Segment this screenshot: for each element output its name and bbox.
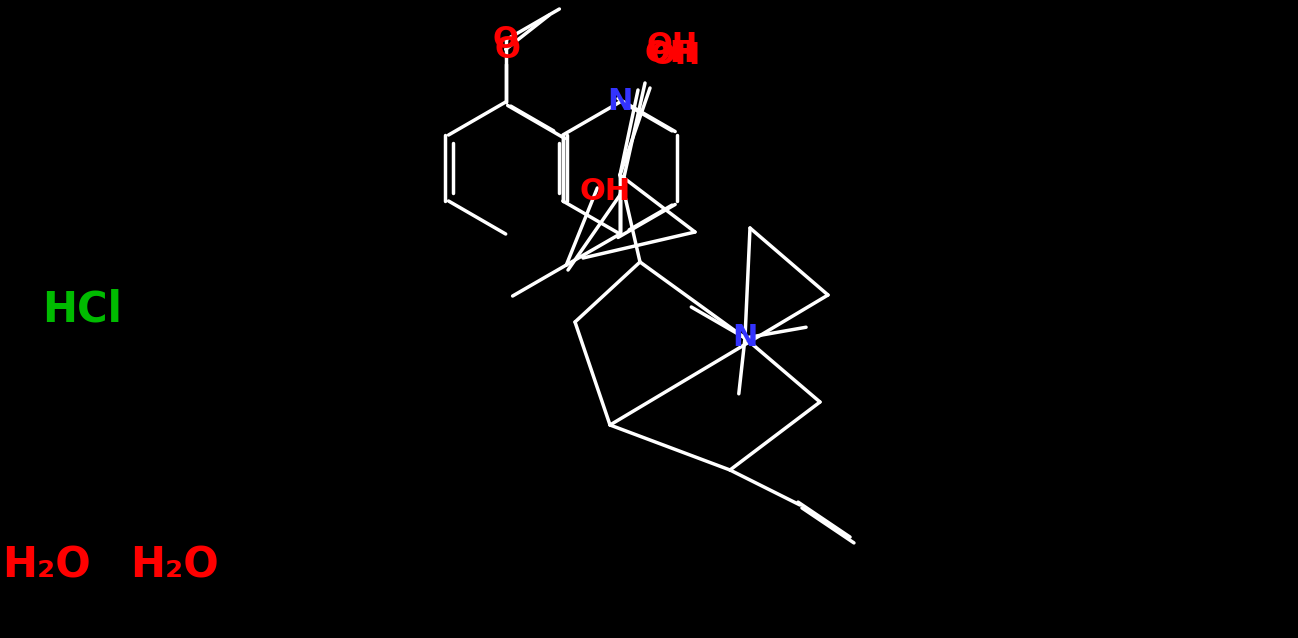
Text: N: N [607,87,632,117]
Text: H₂O: H₂O [3,544,91,586]
Text: HCl: HCl [42,289,122,331]
Text: O: O [493,26,519,54]
Text: OH: OH [580,177,631,205]
Text: N: N [732,323,758,353]
Text: H₂O: H₂O [131,544,219,586]
Text: OH: OH [644,38,696,68]
Text: OH: OH [646,31,697,61]
Text: O: O [495,35,520,64]
Text: OH: OH [649,41,701,71]
